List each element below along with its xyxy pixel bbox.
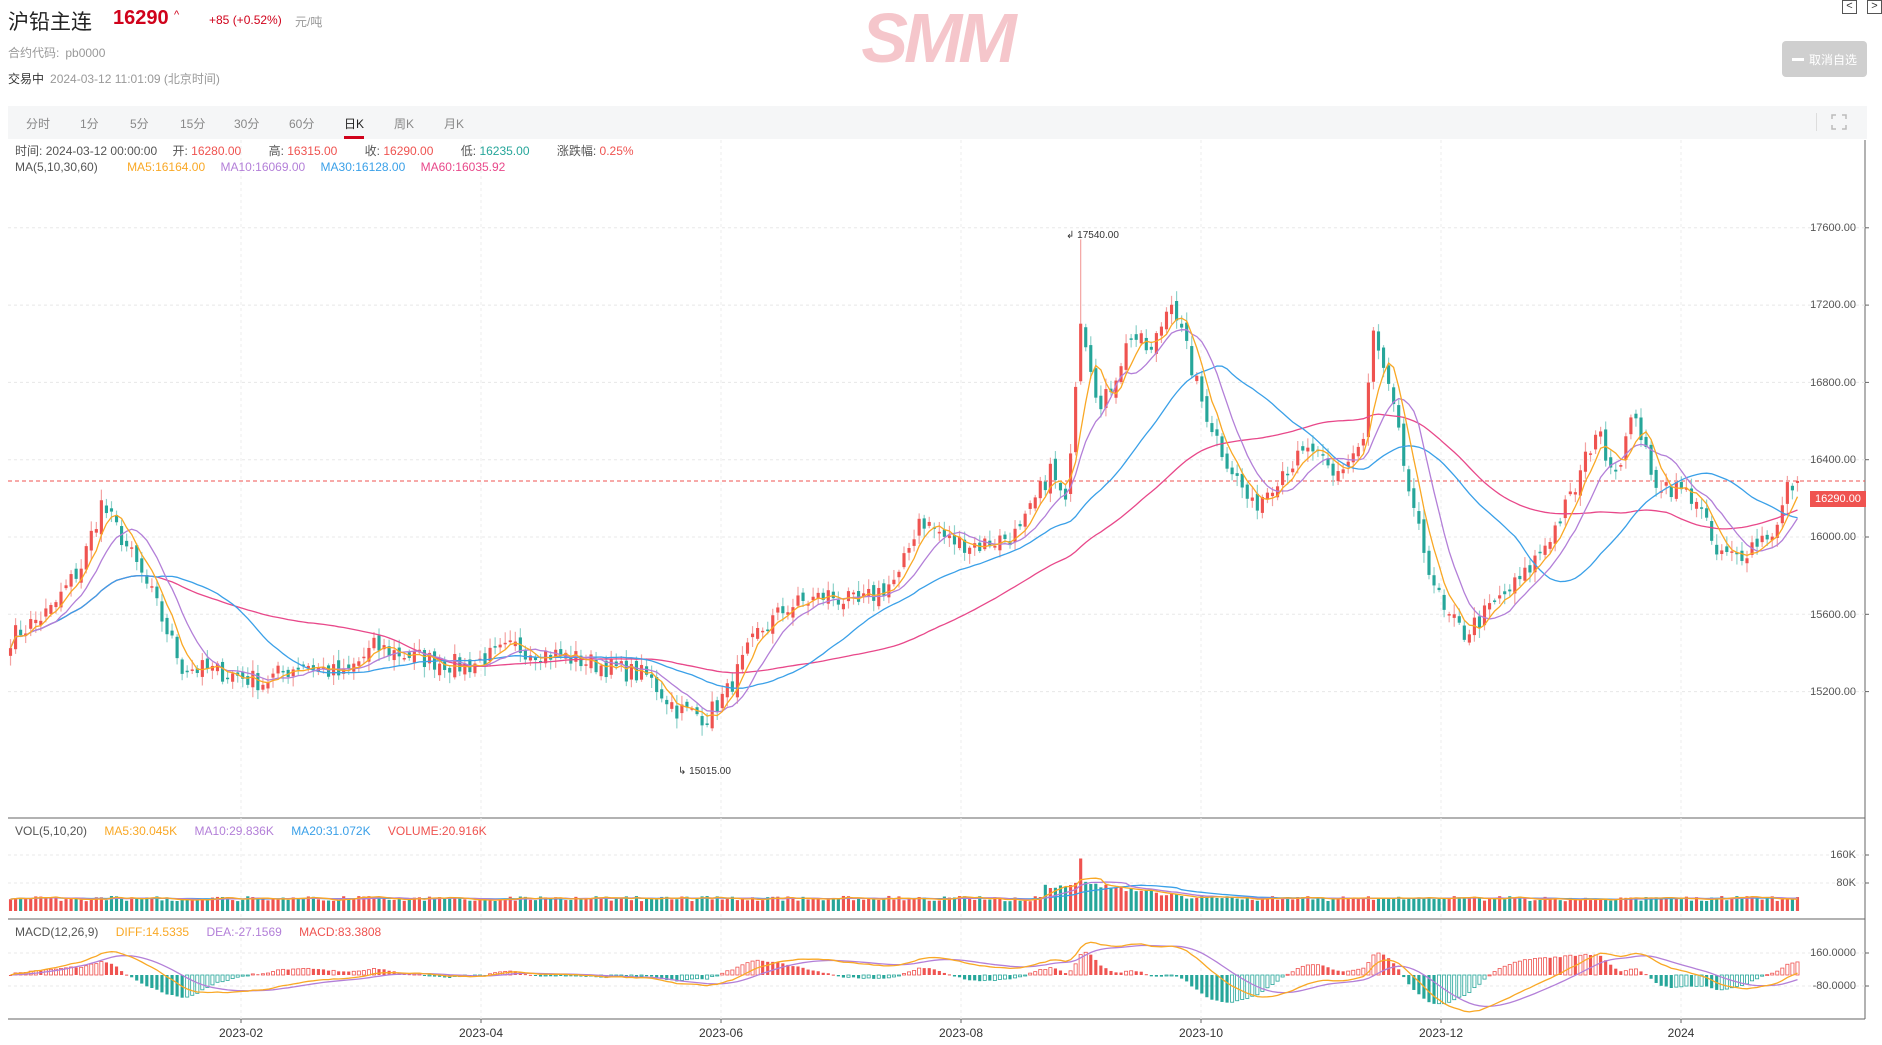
macd-tick: 160.0000 xyxy=(1810,947,1856,959)
contract-code-label: 合约代码: xyxy=(8,46,60,60)
tab-weekly[interactable]: 周K xyxy=(394,117,415,131)
date-tick: 2023-04 xyxy=(458,1026,504,1040)
price-tick: 16400.00 xyxy=(1810,454,1856,466)
ma60-value: MA60:16035.92 xyxy=(420,160,506,174)
remove-favorite-label: 取消自选 xyxy=(1808,52,1857,67)
ohlc-high: 16315.00 xyxy=(287,144,338,158)
macd-tick: -80.0000 xyxy=(1812,980,1856,992)
macd-dea: DEA:-27.1569 xyxy=(206,925,282,939)
price-tick: 17600.00 xyxy=(1810,222,1856,234)
trading-status: 交易中 2024-03-12 11:01:09 (北京时间) xyxy=(8,70,220,87)
max-price-annotation: ↲ 17540.00 xyxy=(1066,230,1119,241)
svg-text:SMM: SMM xyxy=(861,4,1018,66)
min-price-annotation: ↳ 15015.00 xyxy=(678,766,731,777)
smm-logo: SMM xyxy=(861,4,1022,66)
last-price-marker: 16290.00 xyxy=(1810,491,1866,507)
tab-60min[interactable]: 60分 xyxy=(289,117,315,131)
date-tick: 2023-10 xyxy=(1178,1026,1224,1040)
price-tick: 15600.00 xyxy=(1810,609,1856,621)
volume-info: VOL(5,10,20) MA5:30.045K MA10:29.836K MA… xyxy=(15,824,501,838)
vol-ma20: MA20:31.072K xyxy=(291,824,371,838)
ma5-value: MA5:16164.00 xyxy=(127,160,206,174)
volume-tick: 80K xyxy=(1836,877,1856,889)
tab-15min[interactable]: 15分 xyxy=(180,117,206,131)
window-nav: < > xyxy=(1842,0,1882,14)
ohlc-open: 16280.00 xyxy=(191,144,242,158)
contract-code-value: pb0000 xyxy=(65,46,106,60)
date-tick: 2023-06 xyxy=(698,1026,744,1040)
ma-label: MA(5,10,30,60) xyxy=(15,160,98,174)
date-tick: 2023-02 xyxy=(218,1026,264,1040)
tab-1min[interactable]: 1分 xyxy=(80,117,99,131)
fullscreen-icon[interactable] xyxy=(1831,114,1847,130)
tab-monthly[interactable]: 月K xyxy=(444,117,465,131)
nav-next-button[interactable]: > xyxy=(1867,0,1882,14)
ohlc-change: 0.25% xyxy=(599,144,634,158)
last-price-value: 16290 xyxy=(113,7,169,29)
tab-5min[interactable]: 5分 xyxy=(130,117,149,131)
price-change: +85 (+0.52%) xyxy=(209,13,282,27)
ohlc-info: 时间: 2024-03-12 00:00:00 开: 16280.00 高: 1… xyxy=(15,144,634,158)
date-tick: 2023-08 xyxy=(938,1026,984,1040)
vol-current: VOLUME:20.916K xyxy=(387,824,487,838)
macd-label: MACD(12,26,9) xyxy=(15,925,99,939)
volume-tick: 160K xyxy=(1830,849,1856,861)
tab-30min[interactable]: 30分 xyxy=(234,117,260,131)
tab-daily[interactable]: 日K xyxy=(344,117,365,139)
vol-ma5: MA5:30.045K xyxy=(104,824,178,838)
macd-info: MACD(12,26,9) DIFF:14.5335 DEA:-27.1569 … xyxy=(15,925,395,939)
period-tabbar: 分时 1分 5分 15分 30分 60分 日K 周K 月K xyxy=(8,106,1867,139)
ma10-value: MA10:16069.00 xyxy=(220,160,306,174)
ma-info: MA(5,10,30,60) MA5:16164.00 MA10:16069.0… xyxy=(15,160,517,174)
price-tick: 16000.00 xyxy=(1810,531,1856,543)
nav-prev-button[interactable]: < xyxy=(1842,0,1857,14)
ohlc-time: 2024-03-12 00:00:00 xyxy=(45,144,158,158)
trading-timestamp: 2024-03-12 11:01:09 (北京时间) xyxy=(50,72,220,86)
vol-label: VOL(5,10,20) xyxy=(15,824,88,838)
ma30-value: MA30:16128.00 xyxy=(320,160,406,174)
price-tick: 17200.00 xyxy=(1810,299,1856,311)
minus-icon xyxy=(1791,57,1804,61)
trading-status-label: 交易中 xyxy=(8,72,45,86)
contract-code: 合约代码: pb0000 xyxy=(8,44,111,61)
macd-diff: DIFF:14.5335 xyxy=(115,925,190,939)
price-up-icon: ^ xyxy=(174,9,180,21)
price-tick: 15200.00 xyxy=(1810,686,1856,698)
date-tick: 2024 xyxy=(1667,1026,1695,1040)
date-tick: 2023-12 xyxy=(1418,1026,1464,1040)
macd-value: MACD:83.3808 xyxy=(299,925,382,939)
tab-intraday[interactable]: 分时 xyxy=(26,117,51,131)
vol-ma10: MA10:29.836K xyxy=(194,824,274,838)
ohlc-close: 16290.00 xyxy=(383,144,434,158)
instrument-title: 沪铅主连 xyxy=(8,11,92,34)
ohlc-low: 16235.00 xyxy=(479,144,530,158)
price-unit: 元/吨 xyxy=(295,15,323,29)
price-tick: 16800.00 xyxy=(1810,377,1856,389)
remove-favorite-button[interactable]: 取消自选 xyxy=(1782,41,1867,77)
tabbar-divider xyxy=(1816,113,1817,131)
